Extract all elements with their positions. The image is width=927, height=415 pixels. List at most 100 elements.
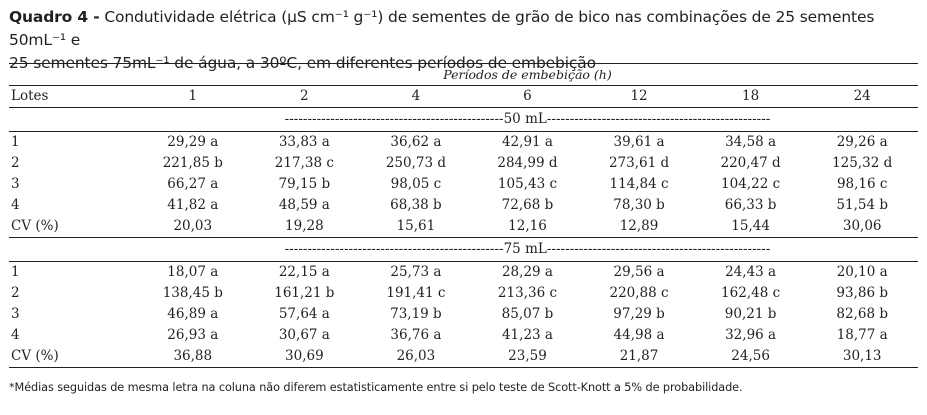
lot-cell: 4 xyxy=(11,197,20,213)
table-row: CV (%) 20,03 19,28 15,61 12,16 12,89 15,44 30,0… xyxy=(9,216,918,238)
value-cell: 29,56 a xyxy=(583,261,695,283)
value-cell: 125,32 d xyxy=(832,155,893,171)
value-cell: 39,61 a xyxy=(583,131,695,153)
value-cell: 24,56 xyxy=(694,346,807,368)
value-cell: 48,59 a xyxy=(278,197,330,213)
value-cell: 32,96 a xyxy=(725,327,777,343)
value-cell: 72,68 b xyxy=(501,197,554,213)
value-cell: 30,13 xyxy=(806,346,918,368)
value-cell: 82,68 b xyxy=(836,306,888,322)
value-cell: 18,77 a xyxy=(836,327,888,343)
section-label: ----------------------------------------… xyxy=(137,107,918,132)
value-cell: 105,43 c xyxy=(497,176,558,192)
value-cell: 220,47 d xyxy=(720,155,781,171)
value-cell: 79,15 b xyxy=(278,176,331,192)
value-cell: 30,69 xyxy=(248,346,361,368)
period-header: 2 xyxy=(248,85,361,108)
section-label: ----------------------------------------… xyxy=(137,237,918,262)
table-row: 4 41,82 a 48,59 a 68,38 b 72,68 b 78,30 b 66,3… xyxy=(9,195,918,216)
value-cell: 161,21 b xyxy=(274,285,335,301)
lot-cell: 4 xyxy=(11,327,20,343)
period-header: 24 xyxy=(806,85,918,108)
table-row: 1 29,29 a 33,83 a 36,62 a 42,91 a 39,61 a 34,5… xyxy=(9,131,918,153)
value-cell: 284,99 d xyxy=(497,155,558,171)
lots-column-header: Lotes xyxy=(9,85,137,108)
value-cell: 273,61 d xyxy=(608,155,670,171)
table-header-row: Lotes 1 2 4 6 12 18 24 xyxy=(9,85,918,108)
value-cell: 51,54 b xyxy=(836,197,888,213)
period-header: 4 xyxy=(360,85,472,108)
value-cell: 30,67 a xyxy=(278,327,330,343)
table-row: 1 18,07 a 22,15 a 25,73 a 28,29 a 29,56 a 24,4… xyxy=(9,261,918,283)
lot-cell: 1 xyxy=(9,131,137,153)
value-cell: 221,85 b xyxy=(162,155,223,171)
section-separator-row: ----------------------------------------… xyxy=(9,237,918,262)
value-cell: 138,45 b xyxy=(162,285,223,301)
table-group-header-row: Períodos de embebição (h) xyxy=(9,63,918,86)
value-cell: 36,62 a xyxy=(360,131,472,153)
value-cell: 46,89 a xyxy=(167,306,219,322)
value-cell: 29,29 a xyxy=(137,131,249,153)
value-cell: 97,29 b xyxy=(613,306,665,322)
value-cell: 33,83 a xyxy=(248,131,361,153)
value-cell: 68,38 b xyxy=(390,197,442,213)
value-cell: 20,03 xyxy=(173,218,213,234)
value-cell: 220,88 c xyxy=(609,285,669,301)
value-cell: 104,22 c xyxy=(721,176,781,192)
value-cell: 12,89 xyxy=(619,218,659,234)
value-cell: 26,03 xyxy=(360,346,472,368)
period-header: 18 xyxy=(694,85,807,108)
value-cell: 28,29 a xyxy=(471,261,584,283)
value-cell: 114,84 c xyxy=(609,176,669,192)
value-cell: 34,58 a xyxy=(694,131,807,153)
value-cell: 66,27 a xyxy=(167,176,219,192)
value-cell: 12,16 xyxy=(508,218,547,234)
value-cell: 162,48 c xyxy=(721,285,781,301)
table-body: Períodos de embebição (h) Lotes 1 2 4 6 … xyxy=(9,63,918,368)
caption-label: Quadro 4 - xyxy=(9,8,100,26)
value-cell: 66,33 b xyxy=(724,197,777,213)
lot-cell: CV (%) xyxy=(11,218,59,234)
lot-cell: 3 xyxy=(11,306,20,322)
table-row: 3 66,27 a 79,15 b 98,05 c 105,43 c 114,84 c 10… xyxy=(9,174,918,195)
period-header: 6 xyxy=(471,85,584,108)
value-cell: 41,82 a xyxy=(167,197,219,213)
period-header: 1 xyxy=(137,85,249,108)
value-cell: 73,19 b xyxy=(390,306,442,322)
caption-text-line1: Condutividade elétrica (µS cm⁻¹ g⁻¹) de … xyxy=(9,8,875,49)
table-row: CV (%) 36,88 30,69 26,03 23,59 21,87 24,56 30,1… xyxy=(9,346,918,368)
value-cell: 18,07 a xyxy=(137,261,249,283)
lot-cell: 3 xyxy=(11,176,20,192)
value-cell: 217,38 c xyxy=(274,155,334,171)
value-cell: 98,05 c xyxy=(390,176,442,192)
value-cell: 20,10 a xyxy=(806,261,918,283)
value-cell: 24,43 a xyxy=(694,261,807,283)
value-cell: 23,59 xyxy=(471,346,584,368)
value-cell: 15,44 xyxy=(731,218,770,234)
lot-cell: 1 xyxy=(9,261,137,283)
value-cell: 90,21 b xyxy=(724,306,777,322)
conductivity-table: Períodos de embebição (h) Lotes 1 2 4 6 … xyxy=(9,63,918,368)
table-row: 3 46,89 a 57,64 a 73,19 b 85,07 b 97,29 b 90,2… xyxy=(9,304,918,325)
value-cell: 78,30 b xyxy=(613,197,665,213)
lot-cell: 2 xyxy=(11,155,20,171)
value-cell: 36,88 xyxy=(137,346,249,368)
section-separator-row: ----------------------------------------… xyxy=(9,107,918,132)
value-cell: 30,06 xyxy=(842,218,882,234)
period-header: 12 xyxy=(583,85,695,108)
value-cell: 26,93 a xyxy=(167,327,219,343)
value-cell: 213,36 c xyxy=(497,285,558,301)
value-cell: 29,26 a xyxy=(806,131,918,153)
table-row: 2 221,85 b 217,38 c 250,73 d 284,99 d 273,61 … xyxy=(9,153,918,174)
value-cell: 42,91 a xyxy=(471,131,584,153)
periods-group-header: Períodos de embebição (h) xyxy=(137,63,918,86)
table-row: 4 26,93 a 30,67 a 36,76 a 41,23 a 44,98 a 32,9… xyxy=(9,325,918,346)
value-cell: 15,61 xyxy=(396,218,436,234)
lot-cell: 2 xyxy=(11,285,20,301)
value-cell: 57,64 a xyxy=(278,306,330,322)
value-cell: 85,07 b xyxy=(501,306,554,322)
value-cell: 250,73 d xyxy=(385,155,446,171)
value-cell: 191,41 c xyxy=(386,285,446,301)
value-cell: 93,86 b xyxy=(836,285,888,301)
table-row: 2 138,45 b 161,21 b 191,41 c 213,36 c 220,88 … xyxy=(9,283,918,304)
